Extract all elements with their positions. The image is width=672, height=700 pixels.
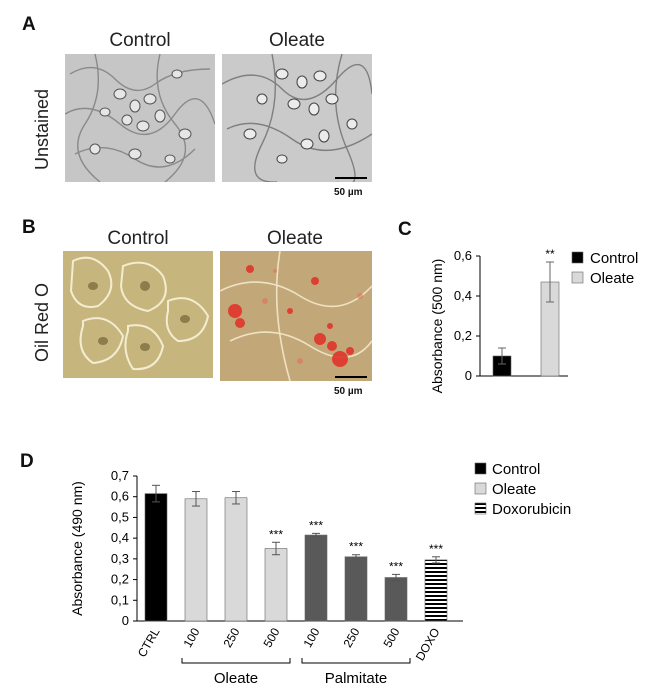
d-bar xyxy=(344,556,368,622)
chart-d: 0 0,1 0,2 0,3 0,4 0,5 0,6 0,7 Absorbance (490 nm… xyxy=(69,461,571,687)
c-legend-swatch-oleate xyxy=(571,271,584,284)
d-bar xyxy=(144,493,168,622)
d-x-tick-label: 100 xyxy=(300,625,322,650)
c-legend-swatch-control xyxy=(571,251,584,264)
d-group-bracket xyxy=(301,658,411,664)
d-x-tick-label: 500 xyxy=(380,625,402,650)
d-x-tick-label: 500 xyxy=(260,625,282,650)
d-legend-label: Oleate xyxy=(492,481,536,498)
micrograph-oilredo-oleate xyxy=(220,251,372,381)
micrograph-oilredo-control xyxy=(63,251,213,378)
d-significance: *** xyxy=(269,527,283,541)
panel-letter-d: D xyxy=(20,451,34,472)
c-y-tick-label: 0,4 xyxy=(454,288,472,303)
column-title-oleate-b: Oleate xyxy=(267,228,323,249)
panel-letter-a: A xyxy=(22,14,36,35)
c-significance: ** xyxy=(545,247,555,261)
d-significance: *** xyxy=(389,559,403,573)
d-y-tick-label: 0 xyxy=(122,613,129,628)
d-legend-label: Doxorubicin xyxy=(492,501,571,518)
d-group-label: Palmitate xyxy=(325,670,388,687)
c-legend-label: Control xyxy=(590,250,638,267)
d-bar xyxy=(184,498,208,622)
d-x-tick-label: DOXO xyxy=(413,626,443,664)
c-y-tick-label: 0 xyxy=(465,368,472,383)
row-label-oil-red-o: Oil Red O xyxy=(32,282,52,362)
column-title-control-a: Control xyxy=(109,30,171,51)
d-bar xyxy=(304,534,328,622)
micrograph-unstained-oleate xyxy=(222,54,372,182)
chart-c: 0 0,2 0,4 0,6 Absorbance (500 nm) ** Control Ol… xyxy=(429,247,638,394)
scale-label-b: 50 µm xyxy=(334,386,363,397)
d-y-axis-label: Absorbance (490 nm) xyxy=(69,481,85,616)
d-legend-label: Control xyxy=(492,461,540,478)
d-legend-swatch xyxy=(474,482,487,495)
scale-bar-a xyxy=(335,177,367,179)
row-label-unstained: Unstained xyxy=(32,88,52,170)
d-significance: *** xyxy=(429,542,443,556)
panel-letter-c: C xyxy=(398,219,412,240)
column-title-control-b: Control xyxy=(107,228,169,249)
scale-bar-b xyxy=(335,376,367,378)
d-significance: *** xyxy=(349,540,363,554)
d-group-bracket xyxy=(181,658,291,664)
d-bar xyxy=(264,548,288,622)
d-y-tick-label: 0,7 xyxy=(111,468,129,483)
d-legend-swatch xyxy=(474,462,487,475)
panel-letter-b: B xyxy=(22,217,36,238)
d-bar xyxy=(224,497,248,622)
c-y-tick-label: 0,6 xyxy=(454,248,472,263)
c-y-axis-label: Absorbance (500 nm) xyxy=(429,259,445,394)
scale-label-a: 50 µm xyxy=(334,187,363,198)
d-x-tick-label: 100 xyxy=(180,625,202,650)
d-legend-swatch xyxy=(474,502,487,515)
d-significance: *** xyxy=(309,518,323,532)
d-y-tick-label: 0,6 xyxy=(111,489,129,504)
d-group-label: Oleate xyxy=(214,670,258,687)
d-x-tick-label: CTRL xyxy=(135,625,163,659)
d-bar xyxy=(424,559,448,622)
c-y-tick-label: 0,2 xyxy=(454,328,472,343)
d-y-tick-label: 0,3 xyxy=(111,551,129,566)
d-x-tick-label: 250 xyxy=(340,625,362,650)
column-title-oleate-a: Oleate xyxy=(269,30,325,51)
d-y-tick-label: 0,2 xyxy=(111,572,129,587)
d-x-tick-label: 250 xyxy=(220,625,242,650)
d-y-tick-label: 0,5 xyxy=(111,509,129,524)
d-y-tick-label: 0,1 xyxy=(111,592,129,607)
d-bar xyxy=(384,577,408,622)
d-y-tick-label: 0,4 xyxy=(111,530,129,545)
micrograph-unstained-control xyxy=(65,54,215,182)
c-legend-label: Oleate xyxy=(590,270,634,287)
